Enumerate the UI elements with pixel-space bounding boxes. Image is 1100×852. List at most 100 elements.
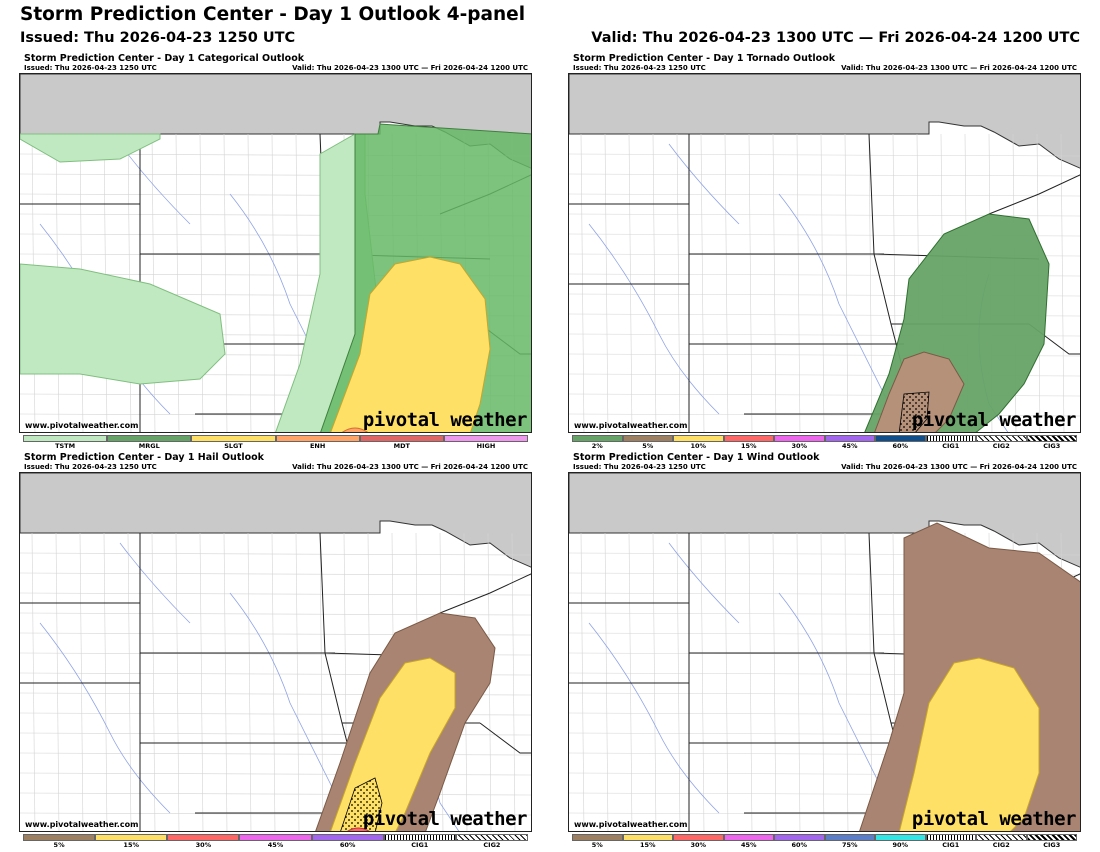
panel-title: Storm Prediction Center - Day 1 Wind Out…: [573, 452, 820, 463]
legend-swatch: [875, 834, 926, 841]
site-link[interactable]: www.pivotalweather.com: [25, 820, 139, 829]
legend-label: CIG1: [942, 442, 960, 450]
legend-swatch: [23, 435, 108, 442]
legend-swatch: [167, 834, 240, 841]
legend-swatch: [925, 834, 976, 841]
legend-item: 45%: [723, 834, 774, 850]
legend-swatch: [774, 435, 825, 442]
legend-swatch: [824, 435, 875, 442]
legend-item: 15%: [723, 435, 774, 451]
legend-item: MDT: [359, 435, 444, 451]
legend-label: 15%: [639, 841, 656, 849]
panel-valid: Valid: Thu 2026-04-23 1300 UTC — Fri 202…: [292, 463, 528, 471]
legend-label: 2%: [591, 442, 603, 450]
site-link[interactable]: www.pivotalweather.com: [574, 820, 688, 829]
canada-area: [569, 74, 1080, 169]
wind-15pct-area: [898, 657, 1040, 831]
legend-label: 5%: [642, 442, 654, 450]
brand-logo: pivotal weather: [911, 409, 1077, 431]
legend-label: CIG1: [942, 841, 960, 849]
legend-swatch: [359, 435, 444, 442]
legend-label: 30%: [195, 841, 212, 849]
legend-item: 15%: [622, 834, 673, 850]
panel-issued: Issued: Thu 2026-04-23 1250 UTC: [573, 463, 706, 471]
legend-label: 10%: [690, 442, 707, 450]
categorical-legend: TSTM MRGL SLGT ENH MDT HIGH: [23, 435, 529, 451]
legend-item: 30%: [774, 435, 825, 451]
legend-item: 5%: [572, 834, 623, 850]
legend-label: CIG3: [1043, 841, 1061, 849]
categorical-panel: Storm Prediction Center - Day 1 Categori…: [19, 53, 532, 453]
legend-item: 15%: [95, 834, 168, 850]
brand-logo: pivotal weather: [911, 808, 1077, 830]
wind-legend: 5% 15% 30% 45% 60% 75% 90% CIG1 CIG2 CIG3: [572, 834, 1077, 850]
legend-label: 60%: [791, 841, 808, 849]
legend-label: CIG2: [992, 841, 1010, 849]
brand-logo: pivotal weather: [362, 808, 528, 830]
panel-title: Storm Prediction Center - Day 1 Hail Out…: [24, 452, 264, 463]
legend-swatch: [774, 834, 825, 841]
tstm-area-southwest: [20, 263, 226, 385]
legend-swatch: [723, 834, 774, 841]
tornado-panel: Storm Prediction Center - Day 1 Tornado …: [568, 53, 1081, 453]
legend-swatch: [23, 834, 96, 841]
legend-item: CIG3: [1026, 834, 1077, 850]
legend-item: TSTM: [23, 435, 108, 451]
legend-item: 10%: [673, 435, 724, 451]
legend-label: CIG3: [1043, 442, 1061, 450]
legend-swatch: [976, 834, 1027, 841]
page-title: Storm Prediction Center - Day 1 Outlook …: [20, 4, 526, 25]
legend-label: 15%: [740, 442, 757, 450]
hail-map: www.pivotalweather.com pivotal weather: [19, 472, 532, 832]
legend-label: MRGL: [138, 442, 160, 450]
legend-item: 2%: [572, 435, 623, 451]
legend-label: 60%: [339, 841, 356, 849]
tornado-cig1-area: [898, 391, 930, 432]
legend-item: 5%: [23, 834, 96, 850]
legend-swatch: [622, 834, 673, 841]
legend-item: 75%: [824, 834, 875, 850]
legend-item: 30%: [167, 834, 240, 850]
site-link[interactable]: www.pivotalweather.com: [574, 421, 688, 430]
panel-title: Storm Prediction Center - Day 1 Tornado …: [573, 53, 836, 64]
legend-swatch: [976, 435, 1027, 442]
legend-label: SLGT: [224, 442, 243, 450]
legend-item: 5%: [622, 435, 673, 451]
legend-label: CIG2: [483, 841, 501, 849]
tornado-map: www.pivotalweather.com pivotal weather: [568, 73, 1081, 433]
legend-swatch: [723, 435, 774, 442]
legend-label: 90%: [892, 841, 909, 849]
legend-item: CIG2: [976, 834, 1027, 850]
issued-time: Issued: Thu 2026-04-23 1250 UTC: [20, 30, 296, 46]
legend-item: CIG2: [976, 435, 1027, 451]
slgt-area: [330, 256, 491, 432]
tornado-legend: 2% 5% 10% 15% 30% 45% 60% CIG1 CIG2 CIG3: [572, 435, 1077, 451]
legend-label: CIG2: [992, 442, 1010, 450]
legend-swatch: [275, 435, 360, 442]
legend-swatch: [622, 435, 673, 442]
legend-item: 60%: [774, 834, 825, 850]
legend-item: CIG2: [455, 834, 528, 850]
site-link[interactable]: www.pivotalweather.com: [25, 421, 139, 430]
panel-issued: Issued: Thu 2026-04-23 1250 UTC: [24, 64, 157, 72]
tstm-area-west: [20, 133, 161, 163]
legend-item: 90%: [875, 834, 926, 850]
wind-panel: Storm Prediction Center - Day 1 Wind Out…: [568, 452, 1081, 852]
panel-title: Storm Prediction Center - Day 1 Categori…: [24, 53, 305, 64]
enh-area: [341, 427, 369, 432]
legend-item: 45%: [824, 435, 875, 451]
legend-swatch: [191, 435, 276, 442]
legend-swatch: [824, 834, 875, 841]
panel-valid: Valid: Thu 2026-04-23 1300 UTC — Fri 202…: [841, 64, 1077, 72]
legend-item: CIG1: [383, 834, 456, 850]
hail-30pct-area: [347, 827, 370, 831]
canada-area: [20, 473, 531, 568]
legend-label: CIG1: [411, 841, 429, 849]
legend-swatch: [572, 834, 623, 841]
legend-label: HIGH: [476, 442, 496, 450]
legend-item: ENH: [275, 435, 360, 451]
legend-label: 15%: [123, 841, 139, 849]
legend-item: 60%: [875, 435, 926, 451]
hail-legend: 5% 15% 30% 45% 60% CIG1 CIG2: [23, 834, 528, 850]
legend-swatch: [1026, 834, 1077, 841]
